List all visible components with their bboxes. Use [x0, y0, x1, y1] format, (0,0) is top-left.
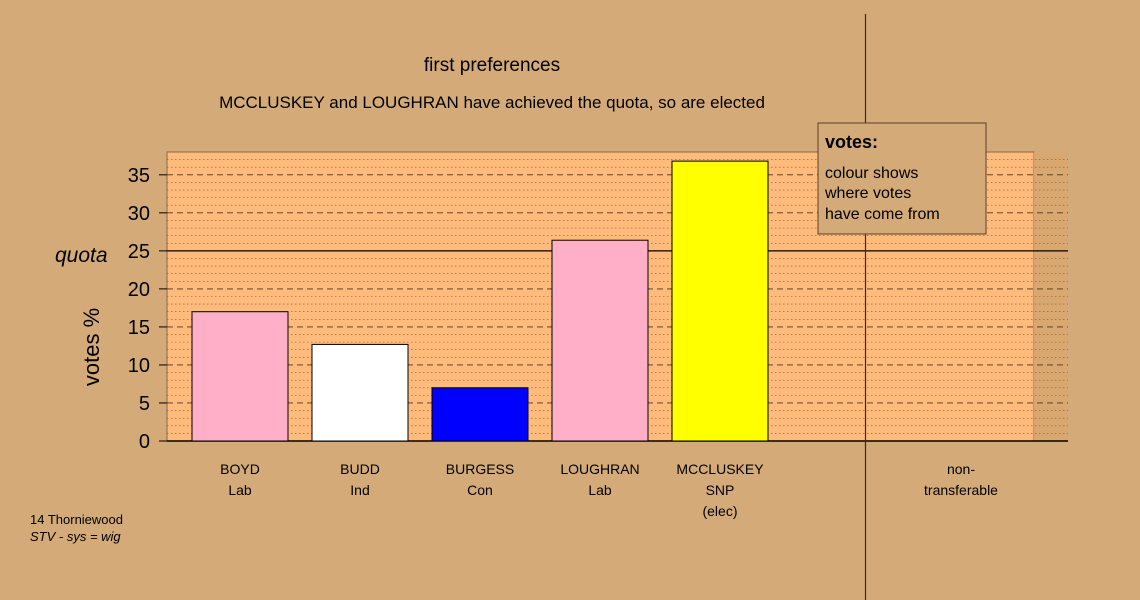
bar-boyd [191, 311, 289, 442]
y-axis-label: votes % [79, 308, 104, 386]
candidate-status-label: (elec) [702, 503, 737, 519]
y-tick-label: 35 [128, 165, 150, 187]
y-tick-label: 10 [128, 355, 150, 377]
bar-mccluskey [671, 160, 769, 442]
candidate-party-label: SNP [706, 482, 735, 498]
footer-ward: 14 Thorniewood [30, 512, 123, 527]
y-tick-label: 30 [128, 203, 150, 225]
bar-burgess [431, 387, 529, 442]
y-tick-label: 0 [139, 431, 150, 453]
candidate-party-label: Ind [350, 482, 369, 498]
legend-title: votes: [825, 132, 878, 152]
legend: votes: colour shows where votes have com… [817, 122, 987, 235]
candidate-name-label: BOYD [220, 461, 260, 477]
bar-loughran [551, 239, 649, 442]
footer-system: STV - sys = wig [30, 529, 121, 544]
y-tick-label: 20 [128, 279, 150, 301]
y-axis: 0 5 10 15 20 25 30 35 [128, 165, 167, 453]
non-transferable-label: transferable [924, 482, 998, 498]
chart-subtitle: MCCLUSKEY and LOUGHRAN have achieved the… [219, 93, 765, 112]
candidate-name-label: MCCLUSKEY [676, 461, 764, 477]
y-tick-label: 15 [128, 317, 150, 339]
candidate-party-label: Lab [588, 482, 612, 498]
bar-budd [311, 343, 409, 442]
candidate-name-label: BURGESS [446, 461, 514, 477]
candidate-party-label: Con [467, 482, 493, 498]
candidate-name-label: LOUGHRAN [560, 461, 639, 477]
quota-label: quota [55, 244, 108, 267]
non-transferable-label: non- [947, 461, 975, 477]
chart-title: first preferences [424, 55, 560, 76]
candidate-party-label: Lab [228, 482, 252, 498]
legend-line: colour shows [825, 165, 918, 182]
legend-line: where votes [824, 185, 911, 202]
y-tick-label: 25 [128, 241, 150, 263]
candidate-name-label: BUDD [340, 461, 380, 477]
legend-box [817, 122, 987, 235]
bars [191, 160, 769, 442]
x-axis-labels: BOYD Lab BUDD Ind BURGESS Con LOUGHRAN Lab MCCLU… [220, 461, 764, 519]
legend-line: have come from [825, 206, 940, 223]
y-tick-label: 5 [139, 393, 150, 415]
